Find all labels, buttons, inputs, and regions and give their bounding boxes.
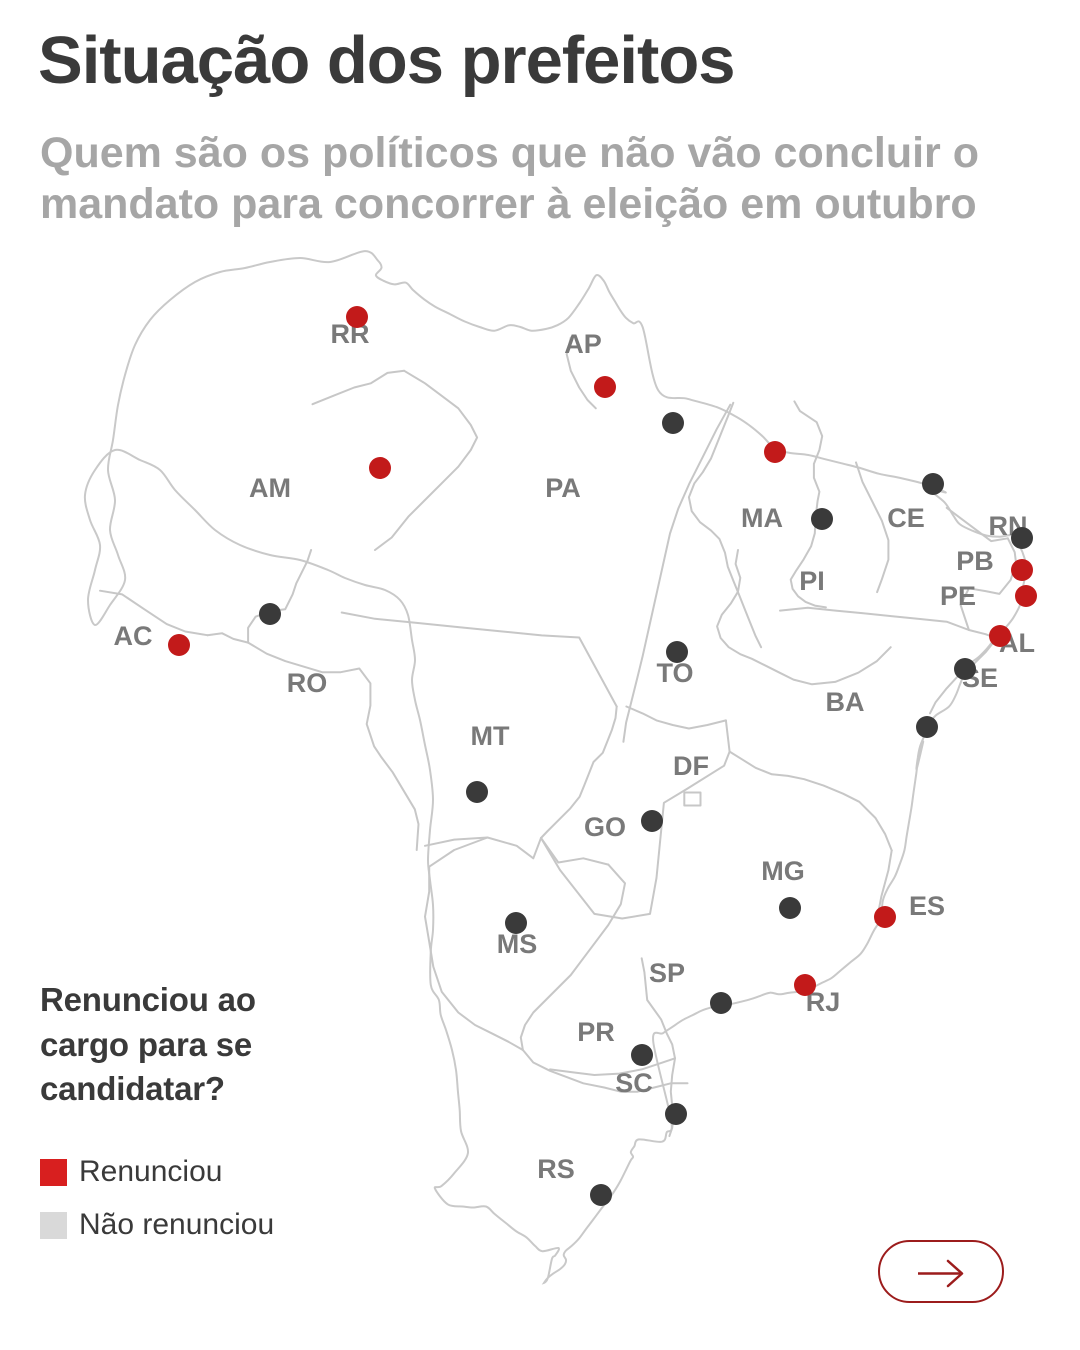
svg-text:RO: RO: [287, 668, 328, 698]
svg-text:PI: PI: [799, 566, 825, 596]
svg-text:SP: SP: [649, 958, 685, 988]
svg-text:ES: ES: [909, 891, 945, 921]
svg-text:AP: AP: [564, 329, 602, 359]
svg-text:DF: DF: [673, 751, 709, 781]
svg-text:CE: CE: [887, 503, 925, 533]
svg-text:AC: AC: [114, 621, 153, 651]
svg-text:MA: MA: [741, 503, 783, 533]
svg-text:PE: PE: [940, 581, 976, 611]
svg-text:SC: SC: [615, 1068, 653, 1098]
svg-text:MT: MT: [471, 721, 510, 751]
svg-text:PA: PA: [545, 473, 581, 503]
svg-text:PR: PR: [577, 1017, 615, 1047]
svg-text:RS: RS: [537, 1154, 575, 1184]
svg-text:GO: GO: [584, 812, 626, 842]
svg-text:BA: BA: [826, 687, 865, 717]
svg-text:MG: MG: [761, 856, 805, 886]
svg-text:PB: PB: [956, 546, 994, 576]
svg-text:AM: AM: [249, 473, 291, 503]
